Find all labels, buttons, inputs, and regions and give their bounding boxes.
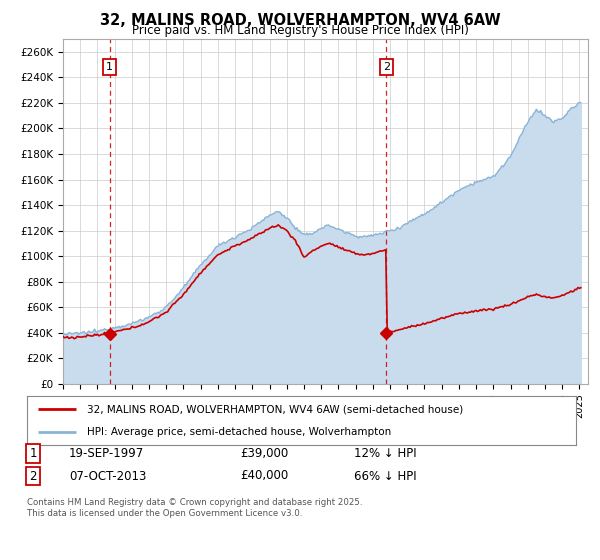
Text: Contains HM Land Registry data © Crown copyright and database right 2025.
This d: Contains HM Land Registry data © Crown c… [27,498,362,518]
Text: 66% ↓ HPI: 66% ↓ HPI [354,469,416,483]
Text: 1: 1 [29,447,37,460]
Text: 12% ↓ HPI: 12% ↓ HPI [354,447,416,460]
Text: £39,000: £39,000 [240,447,288,460]
Text: 07-OCT-2013: 07-OCT-2013 [69,469,146,483]
Text: HPI: Average price, semi-detached house, Wolverhampton: HPI: Average price, semi-detached house,… [88,427,392,437]
Text: Price paid vs. HM Land Registry's House Price Index (HPI): Price paid vs. HM Land Registry's House … [131,24,469,37]
Text: 32, MALINS ROAD, WOLVERHAMPTON, WV4 6AW (semi-detached house): 32, MALINS ROAD, WOLVERHAMPTON, WV4 6AW … [88,404,464,414]
Text: 19-SEP-1997: 19-SEP-1997 [69,447,144,460]
Text: 2: 2 [383,62,390,72]
Text: 1: 1 [106,62,113,72]
Text: 32, MALINS ROAD, WOLVERHAMPTON, WV4 6AW: 32, MALINS ROAD, WOLVERHAMPTON, WV4 6AW [100,13,500,28]
Text: 2: 2 [29,469,37,483]
Text: £40,000: £40,000 [240,469,288,483]
